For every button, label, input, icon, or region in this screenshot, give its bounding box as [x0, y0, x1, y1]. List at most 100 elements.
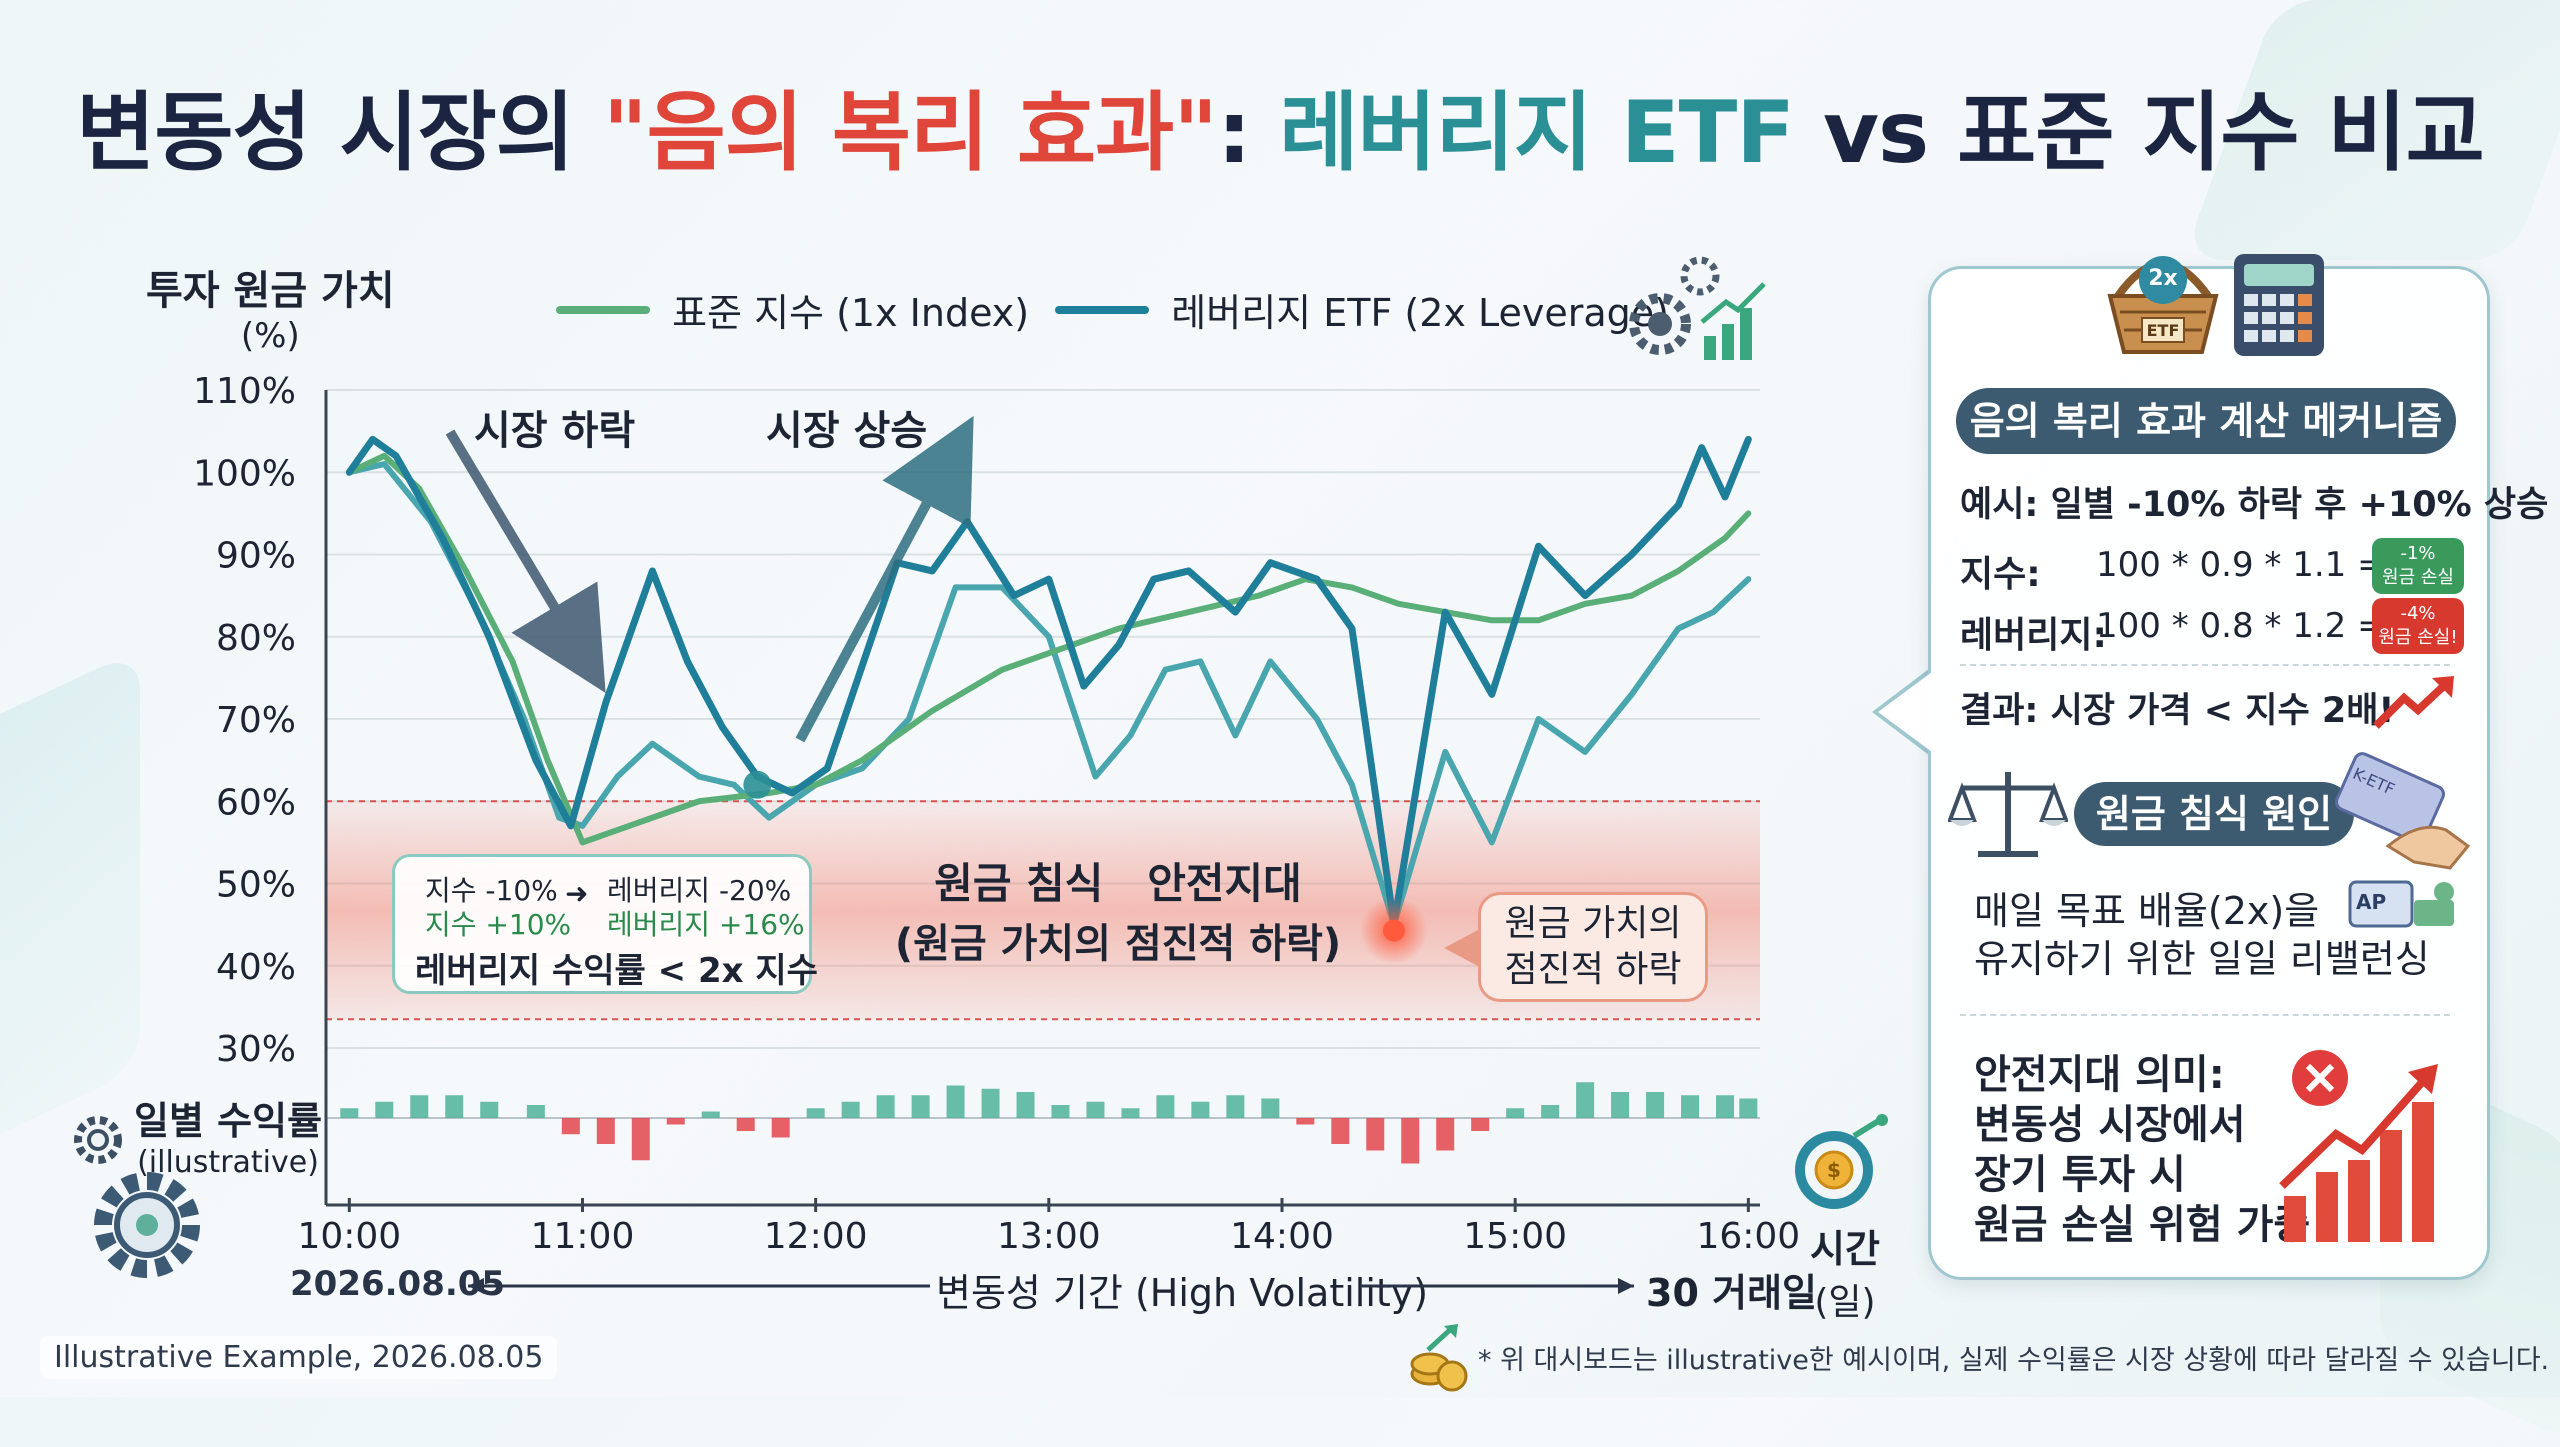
x-tick-label: 15:00	[1463, 1216, 1567, 1257]
card-hand-icon	[2335, 752, 2471, 870]
callout-line2: 점진적 하락	[1504, 949, 1682, 990]
return-bar-up	[340, 1108, 359, 1118]
return-bar-up	[480, 1101, 499, 1118]
series-line-1	[345, 435, 1752, 929]
y-tick-label: 30%	[216, 1029, 296, 1070]
cause-line2: 유지하기 위한 일일 리밸런싱	[1974, 937, 2430, 981]
return-bar-down	[631, 1118, 650, 1161]
return-bar-up	[1226, 1095, 1245, 1118]
index-badge-line2: 원금 손실	[2382, 567, 2454, 588]
title-part-2: "음의 복리 효과"	[602, 83, 1218, 183]
large-gear-icon	[94, 1172, 200, 1278]
return-bar-up	[701, 1111, 720, 1118]
zone-label: 원금 침식 안전지대 (원금 가치의 점진적 하락)	[858, 850, 1378, 969]
calculator-icon	[2234, 254, 2324, 356]
balance-scale-icon	[1948, 772, 2068, 857]
daily-returns-label: 일별 수익률 (illustrative)	[134, 1090, 322, 1180]
cause-line1: 매일 목표 배율(2x)을	[1974, 889, 2320, 933]
meaning-line4: 원금 손실 위험 가중	[1974, 1202, 2311, 1248]
return-bar-down	[1471, 1118, 1490, 1131]
panel-index-label: 지수:	[1960, 554, 2041, 595]
box-index-down: 지수 -10%	[425, 874, 558, 907]
meaning-line2: 변동성 시장에서	[1974, 1102, 2246, 1148]
return-bar-down	[666, 1118, 685, 1125]
lev-loss-badge: -4% 원금 손실!	[2372, 598, 2464, 654]
erosion-callout: 원금 가치의 점진적 하락	[1478, 892, 1708, 1002]
y-axis-unit: (%)	[240, 316, 300, 356]
box-lev-up: 레버리지 +16%	[607, 908, 805, 941]
return-bar-down	[561, 1118, 580, 1135]
lev-badge-line1: -4%	[2400, 603, 2436, 624]
period-middle: 변동성 기간 (High Volatility)	[936, 1271, 1429, 1315]
return-bar-up	[1646, 1092, 1665, 1118]
x-tick-label: 13:00	[997, 1216, 1101, 1257]
y-tick-label: 60%	[216, 782, 296, 823]
legend-label-leverage: 레버리지 ETF (2x Leverage)	[1171, 291, 1669, 335]
title-part-1: 변동성 시장의	[76, 83, 603, 183]
x-tick-label: 14:00	[1230, 1216, 1334, 1257]
return-bar-up	[981, 1088, 1000, 1118]
panel-example: 예시: 일별 -10% 하락 후 +10% 상승	[1960, 485, 2549, 525]
chart-axes: 110% 100% 90% 80% 70% 60% 50% 40% 30% 10:00 11:00 1…	[193, 371, 1800, 1257]
x-axis-label: 시간	[1810, 1227, 1880, 1271]
index-loss-badge: -1% 원금 손실	[2372, 538, 2464, 594]
x-tick-label: 10:00	[297, 1216, 401, 1257]
title-part-4: 레버리지 ETF	[1279, 83, 1795, 183]
mechanism-title: 음의 복리 효과 계산 메커니즘	[1956, 388, 2456, 454]
y-tick-label: 40%	[216, 947, 296, 988]
cause-title: 원금 침식 원인	[2074, 782, 2354, 846]
period-end: 30 거래일	[1646, 1271, 1817, 1315]
return-bar-down	[1296, 1118, 1315, 1125]
panel-result: 결과: 시장 가격 < 지수 2배!	[1960, 691, 2395, 731]
return-bar-up	[911, 1095, 930, 1118]
return-bar-down	[1331, 1118, 1350, 1144]
title-part-3: :	[1217, 83, 1280, 183]
return-bar-up	[1681, 1095, 1700, 1118]
legend-label-index: 표준 지수 (1x Index)	[672, 291, 1030, 335]
return-bar-up	[1261, 1098, 1280, 1118]
ap-screen-icon	[2348, 880, 2454, 928]
return-bar-up	[375, 1101, 394, 1118]
market-up-label: 시장 상승	[766, 408, 927, 454]
daily-return-bars	[326, 1082, 1760, 1164]
return-bar-up	[1576, 1082, 1595, 1118]
legend-swatch-leverage	[1055, 305, 1150, 314]
return-bar-down	[596, 1118, 615, 1144]
legend: 표준 지수 (1x Index) 레버리지 ETF (2x Leverage)	[556, 282, 1669, 337]
x-tick-label: 12:00	[764, 1216, 868, 1257]
ap-label: AP	[2356, 890, 2387, 914]
svg-text:$: $	[1827, 1158, 1841, 1182]
return-bar-up	[1191, 1101, 1210, 1118]
y-tick-label: 80%	[216, 618, 296, 659]
basket-label: 2x	[2148, 266, 2178, 291]
period-start: 2026.08.05	[290, 1264, 506, 1304]
coins-icon	[1410, 1324, 1468, 1392]
small-gear-icon	[74, 1116, 122, 1164]
return-bar-up	[1156, 1095, 1175, 1118]
return-bar-down	[1436, 1118, 1455, 1151]
rising-arrow-icon	[2373, 676, 2454, 729]
market-up-arrow	[795, 415, 974, 743]
return-bar-up	[1541, 1105, 1560, 1118]
lev-badge-line2: 원금 손실!	[2378, 627, 2458, 648]
return-bar-down	[1366, 1118, 1385, 1151]
return-bar-up	[1716, 1095, 1735, 1118]
meaning-line3: 장기 투자 시	[1974, 1152, 2186, 1198]
x-tick-label: 11:00	[531, 1216, 635, 1257]
chart-lines	[345, 435, 1752, 929]
return-bar-up	[1739, 1098, 1758, 1118]
panel-lev-label: 레버리지:	[1960, 615, 2107, 656]
box-index-up: 지수 +10%	[425, 908, 572, 941]
callout-line1: 원금 가치의	[1504, 903, 1682, 944]
return-bar-up	[1051, 1105, 1070, 1118]
return-bar-up	[1506, 1108, 1525, 1118]
return-bar-up	[806, 1108, 825, 1118]
y-axis-label: 투자 원금 가치	[146, 268, 395, 314]
y-axis-title: 투자 원금 가치 (%)	[146, 258, 395, 356]
daily-returns-subtitle: (illustrative)	[137, 1145, 319, 1180]
market-down-label: 시장 하락	[474, 408, 635, 454]
market-down-arrow	[445, 429, 606, 693]
clock-coin-icon: $	[1795, 1114, 1888, 1209]
footer-caption: Illustrative Example, 2026.08.05	[40, 1336, 558, 1379]
daily-returns-title: 일별 수익률	[134, 1099, 323, 1143]
